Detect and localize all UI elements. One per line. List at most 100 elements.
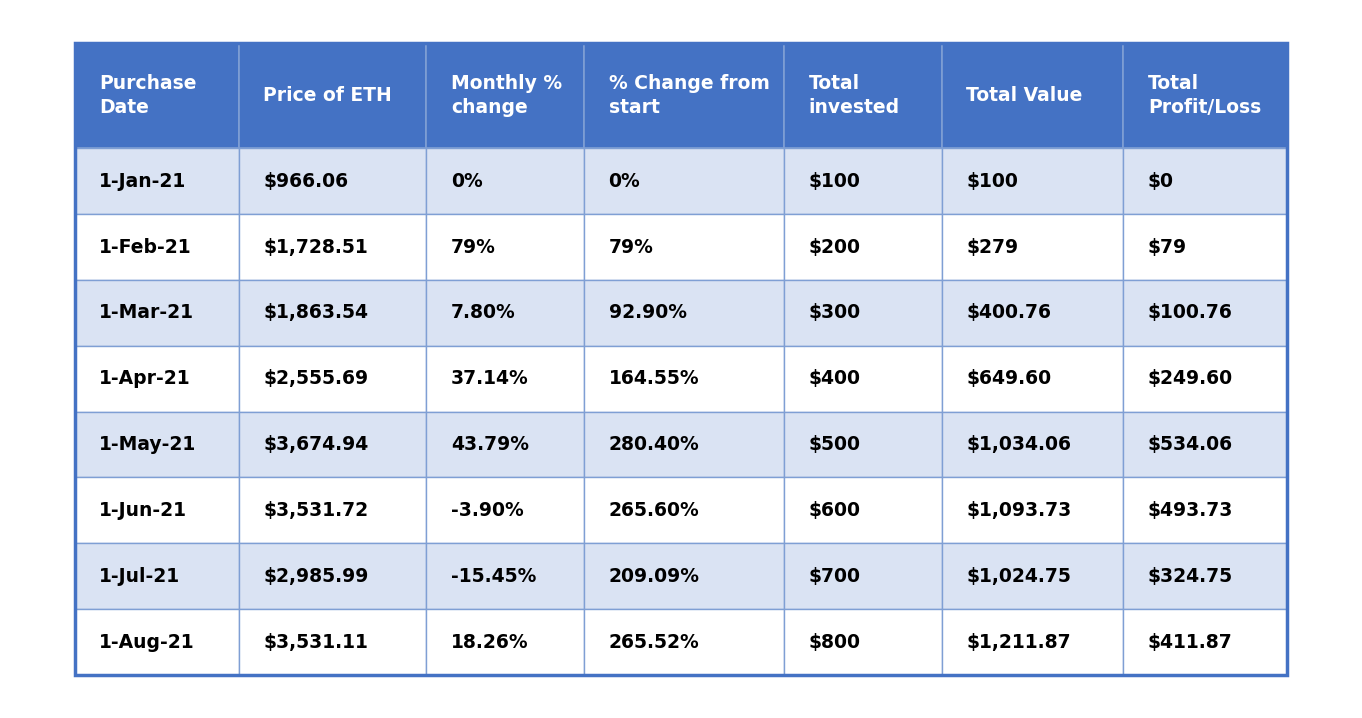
- Text: 209.09%: 209.09%: [609, 567, 700, 586]
- FancyBboxPatch shape: [426, 43, 584, 149]
- Text: 265.60%: 265.60%: [609, 501, 699, 520]
- Text: -15.45%: -15.45%: [451, 567, 537, 586]
- Text: 79%: 79%: [451, 238, 496, 256]
- FancyBboxPatch shape: [584, 544, 785, 609]
- Text: $800: $800: [809, 633, 861, 651]
- Text: $400.76: $400.76: [966, 304, 1051, 322]
- FancyBboxPatch shape: [238, 477, 426, 544]
- FancyBboxPatch shape: [426, 544, 584, 609]
- Text: 1-Aug-21: 1-Aug-21: [99, 633, 195, 651]
- Text: Total
Profit/Loss: Total Profit/Loss: [1148, 74, 1261, 117]
- FancyBboxPatch shape: [238, 43, 426, 149]
- FancyBboxPatch shape: [941, 609, 1124, 675]
- FancyBboxPatch shape: [1124, 43, 1287, 149]
- FancyBboxPatch shape: [785, 214, 941, 280]
- FancyBboxPatch shape: [75, 544, 238, 609]
- Text: $400: $400: [809, 369, 861, 388]
- FancyBboxPatch shape: [1124, 149, 1287, 214]
- Text: Monthly %
change: Monthly % change: [451, 74, 563, 117]
- FancyBboxPatch shape: [238, 544, 426, 609]
- FancyBboxPatch shape: [238, 280, 426, 346]
- Text: 1-Apr-21: 1-Apr-21: [99, 369, 191, 388]
- FancyBboxPatch shape: [941, 149, 1124, 214]
- FancyBboxPatch shape: [238, 609, 426, 675]
- Text: -3.90%: -3.90%: [451, 501, 524, 520]
- FancyBboxPatch shape: [941, 477, 1124, 544]
- Text: $1,024.75: $1,024.75: [966, 567, 1071, 586]
- Text: 0%: 0%: [609, 172, 640, 191]
- FancyBboxPatch shape: [584, 411, 785, 477]
- Text: 43.79%: 43.79%: [451, 435, 528, 454]
- FancyBboxPatch shape: [941, 214, 1124, 280]
- FancyBboxPatch shape: [584, 477, 785, 544]
- FancyBboxPatch shape: [426, 149, 584, 214]
- FancyBboxPatch shape: [426, 214, 584, 280]
- Text: 1-Mar-21: 1-Mar-21: [99, 304, 195, 322]
- FancyBboxPatch shape: [941, 346, 1124, 411]
- Text: Total Value: Total Value: [966, 86, 1083, 106]
- FancyBboxPatch shape: [426, 609, 584, 675]
- Text: $493.73: $493.73: [1148, 501, 1234, 520]
- FancyBboxPatch shape: [75, 43, 238, 149]
- Text: $200: $200: [809, 238, 861, 256]
- Text: 18.26%: 18.26%: [451, 633, 528, 651]
- Text: $279: $279: [966, 238, 1019, 256]
- Text: $3,674.94: $3,674.94: [263, 435, 368, 454]
- FancyBboxPatch shape: [785, 43, 941, 149]
- Text: $411.87: $411.87: [1148, 633, 1233, 651]
- Text: $3,531.11: $3,531.11: [263, 633, 368, 651]
- Text: 1-Jul-21: 1-Jul-21: [99, 567, 181, 586]
- FancyBboxPatch shape: [785, 477, 941, 544]
- Text: 37.14%: 37.14%: [451, 369, 528, 388]
- FancyBboxPatch shape: [1124, 346, 1287, 411]
- Text: 79%: 79%: [609, 238, 654, 256]
- FancyBboxPatch shape: [785, 544, 941, 609]
- FancyBboxPatch shape: [785, 149, 941, 214]
- FancyBboxPatch shape: [785, 609, 941, 675]
- FancyBboxPatch shape: [426, 346, 584, 411]
- Text: $249.60: $249.60: [1148, 369, 1233, 388]
- Text: Total
invested: Total invested: [809, 74, 900, 117]
- FancyBboxPatch shape: [1124, 214, 1287, 280]
- Text: % Change from
start: % Change from start: [609, 74, 770, 117]
- Text: $966.06: $966.06: [263, 172, 349, 191]
- Text: $324.75: $324.75: [1148, 567, 1233, 586]
- FancyBboxPatch shape: [1124, 544, 1287, 609]
- Text: 1-Jan-21: 1-Jan-21: [99, 172, 187, 191]
- FancyBboxPatch shape: [1124, 280, 1287, 346]
- FancyBboxPatch shape: [238, 149, 426, 214]
- Text: 164.55%: 164.55%: [609, 369, 699, 388]
- FancyBboxPatch shape: [941, 544, 1124, 609]
- Text: $700: $700: [809, 567, 861, 586]
- FancyBboxPatch shape: [75, 477, 238, 544]
- FancyBboxPatch shape: [941, 43, 1124, 149]
- Text: 1-Feb-21: 1-Feb-21: [99, 238, 192, 256]
- Text: $600: $600: [809, 501, 861, 520]
- FancyBboxPatch shape: [75, 346, 238, 411]
- FancyBboxPatch shape: [238, 411, 426, 477]
- FancyBboxPatch shape: [75, 411, 238, 477]
- Text: $500: $500: [809, 435, 861, 454]
- FancyBboxPatch shape: [75, 214, 238, 280]
- FancyBboxPatch shape: [238, 346, 426, 411]
- FancyBboxPatch shape: [426, 411, 584, 477]
- FancyBboxPatch shape: [1124, 609, 1287, 675]
- Text: $100: $100: [966, 172, 1017, 191]
- Text: $3,531.72: $3,531.72: [263, 501, 368, 520]
- Text: 0%: 0%: [451, 172, 482, 191]
- FancyBboxPatch shape: [1124, 477, 1287, 544]
- Text: $0: $0: [1148, 172, 1174, 191]
- Text: $1,093.73: $1,093.73: [966, 501, 1072, 520]
- FancyBboxPatch shape: [584, 214, 785, 280]
- Text: 1-Jun-21: 1-Jun-21: [99, 501, 188, 520]
- FancyBboxPatch shape: [584, 149, 785, 214]
- Text: $1,863.54: $1,863.54: [263, 304, 368, 322]
- FancyBboxPatch shape: [785, 411, 941, 477]
- Text: Purchase
Date: Purchase Date: [99, 74, 197, 117]
- FancyBboxPatch shape: [785, 346, 941, 411]
- FancyBboxPatch shape: [584, 609, 785, 675]
- Text: $1,211.87: $1,211.87: [966, 633, 1071, 651]
- FancyBboxPatch shape: [426, 280, 584, 346]
- FancyBboxPatch shape: [426, 477, 584, 544]
- FancyBboxPatch shape: [584, 43, 785, 149]
